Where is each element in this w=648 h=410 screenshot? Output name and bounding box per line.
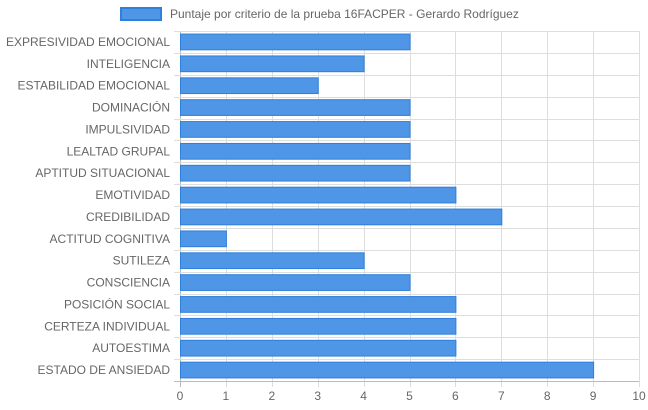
bar — [180, 339, 457, 357]
category-label: ACTITUD COGNITIVA — [50, 232, 170, 246]
category-label: EMOTIVIDAD — [95, 188, 170, 202]
chart-legend[interactable]: Puntaje por criterio de la prueba 16FACP… — [120, 6, 519, 22]
category-label: CREDIBILIDAD — [86, 210, 170, 224]
x-tick-label: 8 — [544, 389, 551, 403]
bar — [180, 77, 319, 95]
bar — [180, 121, 411, 138]
category-label: POSICIÓN SOCIAL — [64, 296, 170, 311]
bar — [180, 230, 227, 248]
category-label: ESTADO DE ANSIEDAD — [38, 363, 171, 377]
category-label: AUTOESTIMA — [92, 341, 170, 355]
category-label: CERTEZA INDIVIDUAL — [44, 319, 170, 333]
x-tick-label: 6 — [452, 389, 459, 403]
category-label: INTELIGENCIA — [87, 57, 170, 71]
bar — [180, 186, 457, 204]
bar — [180, 317, 457, 335]
x-tick-label: 3 — [314, 389, 321, 403]
category-label: DOMINACIÓN — [92, 100, 170, 115]
x-tick-labels: 0 1 2 3 4 5 6 7 8 9 10 — [177, 389, 646, 403]
bar — [180, 142, 411, 160]
bar — [180, 55, 365, 73]
bar — [180, 33, 411, 51]
x-tick-label: 7 — [498, 389, 505, 403]
x-tick-label: 5 — [406, 389, 413, 403]
x-tick-label: 10 — [632, 389, 646, 403]
x-tick-label: 2 — [268, 389, 275, 403]
x-tick-label: 0 — [177, 389, 184, 403]
category-label: APTITUD SITUACIONAL — [35, 166, 170, 180]
legend-label: Puntaje por criterio de la prueba 16FACP… — [170, 7, 519, 21]
category-labels: EXPRESIVIDAD EMOCIONAL INTELIGENCIA ESTABI… — [6, 35, 170, 377]
bars — [180, 33, 595, 379]
category-label: EXPRESIVIDAD EMOCIONAL — [6, 35, 170, 49]
bar — [180, 164, 411, 182]
bar — [180, 99, 411, 116]
category-label: SUTILEZA — [113, 254, 170, 268]
x-tick-label: 1 — [223, 389, 230, 403]
bar — [180, 361, 595, 379]
category-label: IMPULSIVIDAD — [85, 122, 170, 136]
legend-swatch — [120, 7, 162, 21]
x-tick-label: 4 — [360, 389, 367, 403]
bar — [180, 274, 411, 291]
x-tick-label: 9 — [590, 389, 597, 403]
bar — [180, 296, 457, 313]
bar — [180, 252, 365, 270]
category-label: ESTABILIDAD EMOCIONAL — [18, 79, 171, 93]
category-label: CONSCIENCIA — [87, 276, 170, 290]
bar — [180, 208, 503, 226]
category-label: LEALTAD GRUPAL — [67, 144, 171, 158]
